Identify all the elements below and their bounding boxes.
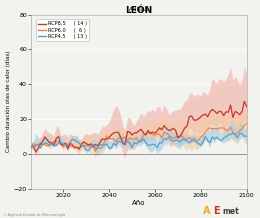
Title: LEÓN: LEÓN xyxy=(125,5,153,15)
Text: E: E xyxy=(213,206,220,216)
X-axis label: Año: Año xyxy=(132,200,146,206)
Text: ANUAL: ANUAL xyxy=(129,7,149,12)
Text: met: met xyxy=(222,207,239,216)
Legend: RCP8.5     ( 14 ), RCP6.0     (  6 ), RCP4.5     ( 13 ): RCP8.5 ( 14 ), RCP6.0 ( 6 ), RCP4.5 ( 13… xyxy=(36,19,89,41)
Text: A: A xyxy=(203,206,210,216)
Y-axis label: Cambio duración olas de calor (días): Cambio duración olas de calor (días) xyxy=(5,51,11,152)
Text: © Agencia Estatal de Meteorología: © Agencia Estatal de Meteorología xyxy=(3,213,65,217)
